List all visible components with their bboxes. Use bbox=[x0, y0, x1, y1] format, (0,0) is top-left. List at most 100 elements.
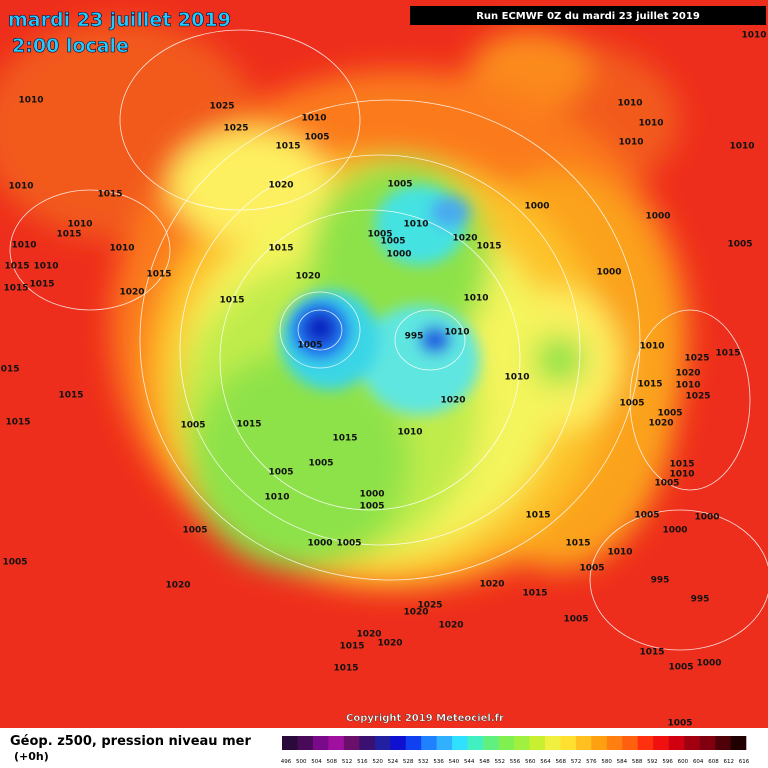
colorbar-label: 552 bbox=[494, 759, 505, 765]
colorbar-swatch bbox=[343, 736, 360, 750]
isobar-label: 1010 bbox=[403, 220, 428, 230]
colorbar-label: 496 bbox=[281, 759, 292, 765]
colorbar-swatch bbox=[699, 736, 716, 750]
colorbar-label: 588 bbox=[632, 759, 643, 765]
isobar-label: 1015 bbox=[4, 262, 29, 272]
copyright: Copyright 2019 Meteociel.fr bbox=[346, 713, 504, 724]
colorbar-swatch bbox=[421, 736, 437, 750]
isobar-label: 1020 bbox=[440, 396, 465, 406]
colorbar-label: 608 bbox=[708, 759, 719, 765]
colorbar-label: 616 bbox=[739, 759, 750, 765]
isobar-label: 1025 bbox=[417, 601, 442, 611]
colorbar-swatch bbox=[529, 736, 546, 750]
isobar-label: 1010 bbox=[675, 381, 700, 391]
isobar-label: 1005 bbox=[619, 399, 644, 409]
isobar-label: 1015 bbox=[522, 589, 547, 599]
colorbar-label: 560 bbox=[525, 759, 536, 765]
lead-time: (+0h) bbox=[14, 750, 49, 763]
isobar-label: 1020 bbox=[119, 288, 144, 298]
run-box bbox=[410, 6, 766, 25]
map-field bbox=[0, 0, 768, 728]
colorbar-label: 612 bbox=[723, 759, 734, 765]
colorbar-label: 504 bbox=[311, 759, 322, 765]
colorbar-label: 512 bbox=[342, 759, 353, 765]
isobar-label: 1010 bbox=[444, 328, 469, 338]
colorbar-swatch bbox=[452, 736, 468, 750]
isobar-label: 1010 bbox=[397, 428, 422, 438]
isobar-label: 1010 bbox=[67, 220, 92, 230]
isobar-label: 1025 bbox=[209, 102, 234, 112]
isobar-label: 1015 bbox=[268, 244, 293, 254]
isobar-label: 1015 bbox=[219, 296, 244, 306]
isobar-label: 1015 bbox=[525, 511, 550, 521]
colorbar-label: 584 bbox=[617, 759, 628, 765]
colorbar-swatch bbox=[467, 736, 484, 750]
isobar-label: 1010 bbox=[617, 99, 642, 109]
colorbar-swatch bbox=[560, 736, 577, 750]
date-title: mardi 23 juillet 2019 bbox=[8, 9, 231, 31]
isobar-label: 1010 bbox=[729, 142, 754, 152]
isobar-label: 1015 bbox=[333, 664, 358, 674]
isobar-label: 1010 bbox=[618, 138, 643, 148]
isobar-label: 1015 bbox=[637, 380, 662, 390]
isobar-label: 1010 bbox=[638, 119, 663, 129]
isobar-label: 1005 bbox=[579, 564, 604, 574]
isobar-label: 1005 bbox=[668, 663, 693, 673]
isobar-label: 1020 bbox=[268, 181, 293, 191]
colorbar-swatch bbox=[297, 736, 314, 750]
colorbar-swatch bbox=[374, 736, 391, 750]
colorbar-swatch bbox=[575, 736, 592, 750]
isobar-label: 1015 bbox=[332, 434, 357, 444]
isobar-label: 1015 bbox=[58, 391, 83, 401]
isobar-label: 995 bbox=[691, 595, 710, 605]
isobar-label: 1010 bbox=[8, 182, 33, 192]
isobar-label: 1010 bbox=[264, 493, 289, 503]
colorbar-label: 532 bbox=[418, 759, 429, 765]
colorbar-label: 548 bbox=[479, 759, 490, 765]
isobar-label: 1015 bbox=[639, 648, 664, 658]
isobar-label: 1000 bbox=[694, 513, 719, 523]
colorbar-swatch bbox=[637, 736, 654, 750]
isobar-label: 1020 bbox=[356, 630, 381, 640]
colorbar-label: 528 bbox=[403, 759, 414, 765]
isobar-label: 1005 bbox=[387, 180, 412, 190]
isobar-label: 1015 bbox=[339, 642, 364, 652]
colorbar-swatch bbox=[715, 736, 731, 750]
isobar-label: 1010 bbox=[11, 241, 36, 251]
isobar-label: 1005 bbox=[297, 341, 322, 351]
isobar-label: 1010 bbox=[669, 470, 694, 480]
colorbar-label: 500 bbox=[296, 759, 307, 765]
isobar-label: 1015 bbox=[97, 190, 122, 200]
isobar-label: 1010 bbox=[504, 373, 529, 383]
isobar-label: 1005 bbox=[182, 526, 207, 536]
isobar-label: 1005 bbox=[180, 421, 205, 431]
isobar-label: 995 bbox=[651, 576, 670, 586]
isobar-label: 1010 bbox=[18, 96, 43, 106]
time-title: 2:00 locale bbox=[12, 35, 129, 57]
isobar-label: 1010 bbox=[741, 31, 766, 41]
isobar-label: 1005 bbox=[727, 240, 752, 250]
isobar-label: 1010 bbox=[463, 294, 488, 304]
isobar-label: 1000 bbox=[696, 659, 721, 669]
isobar-label: 1005 bbox=[654, 479, 679, 489]
colorbar-label: 572 bbox=[571, 759, 582, 765]
run-label: Run ECMWF 0Z du mardi 23 juillet 2019 bbox=[476, 11, 700, 22]
colorbar-label: 508 bbox=[327, 759, 338, 765]
colorbar-label: 580 bbox=[601, 759, 612, 765]
isobar-label: 1015 bbox=[565, 539, 590, 549]
product-title: Géop. z500, pression niveau mer bbox=[10, 734, 251, 749]
isobar-label: 1015 bbox=[669, 460, 694, 470]
isobar-label: 1005 bbox=[667, 719, 692, 729]
isobar-label: 1000 bbox=[307, 539, 332, 549]
isobar-label: 1010 bbox=[639, 342, 664, 352]
isobar-label: 1005 bbox=[304, 133, 329, 143]
colorbar-label: 604 bbox=[693, 759, 704, 765]
isobar-label: 1005 bbox=[563, 615, 588, 625]
isobar-label: 1000 bbox=[645, 212, 670, 222]
colorbar-swatch bbox=[606, 736, 623, 750]
isobar-label: 1015 bbox=[275, 142, 300, 152]
colorbar-label: 564 bbox=[540, 759, 551, 765]
colorbar-swatch bbox=[514, 736, 530, 750]
isobar-label: 1000 bbox=[386, 250, 411, 260]
